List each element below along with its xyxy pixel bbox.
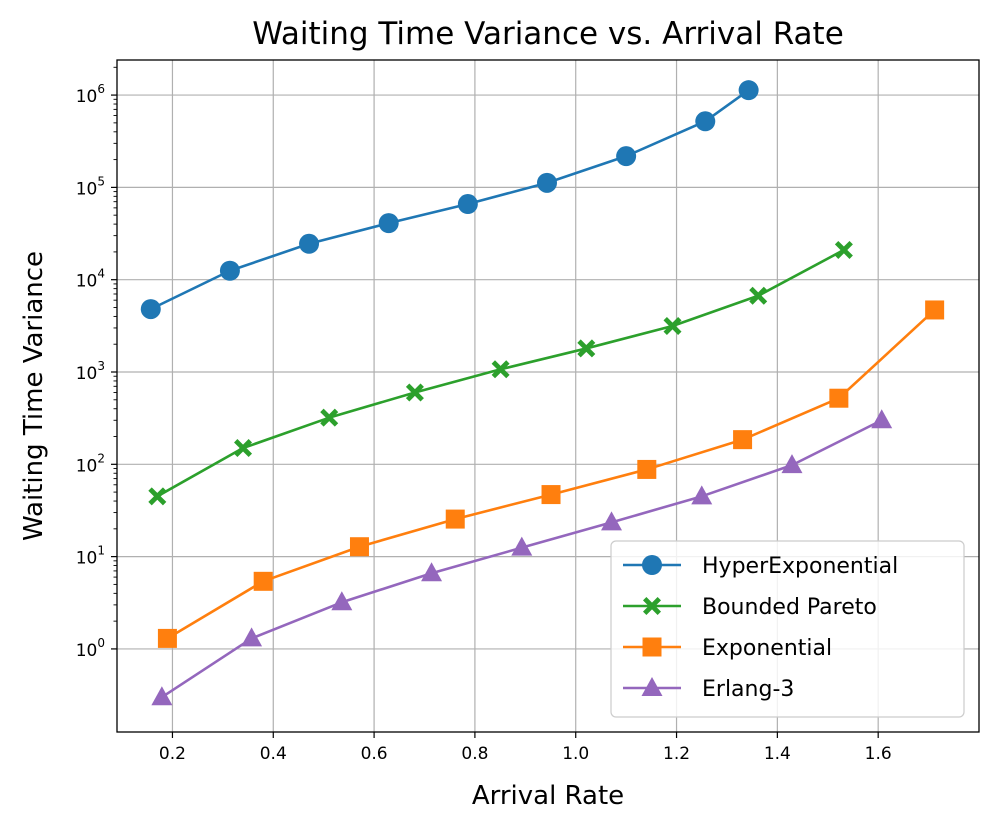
data-point [299,233,320,254]
legend-box [610,540,965,718]
data-point [749,286,768,305]
series-erlang-3 [151,409,893,706]
legend-marker [641,677,663,696]
y-tick-label: 106 [76,82,105,107]
data-point [157,628,177,648]
x-tick-label: 1.6 [865,744,892,764]
x-tick-label: 0.8 [461,744,488,764]
x-tick-label: 1.4 [764,744,791,764]
data-point [445,509,465,529]
legend: HyperExponential Bounded Pareto Exponentia… [610,540,965,718]
data-point [148,487,167,506]
data-point [536,172,557,193]
data-point [616,146,637,167]
data-point [234,439,253,458]
x-tick-label: 0.2 [159,744,186,764]
data-point [421,562,443,582]
y-tick-label: 101 [76,544,105,569]
series-hyperexponential [140,80,759,320]
data-point [925,300,945,320]
y-tick-label: 104 [76,267,105,292]
data-point [691,485,713,505]
legend-label: Exponential [702,636,832,661]
x-tick-label: 0.6 [361,744,388,764]
series-layer [140,80,945,706]
data-point [491,360,510,379]
data-point [241,627,263,647]
x-tick-label: 0.4 [260,744,287,764]
data-point [781,454,803,474]
data-point [331,591,353,611]
data-point [378,213,399,234]
data-point [405,383,424,402]
data-point [219,260,240,281]
data-point [140,299,161,320]
data-point [829,388,849,408]
data-point [695,111,716,132]
data-point [457,194,478,215]
chart-title: Waiting Time Variance vs. Arrival Rate [252,16,844,52]
legend-marker [642,555,662,575]
legend-marker [643,597,661,615]
legend-label: HyperExponential [702,554,898,579]
x-axis-label: Arrival Rate [472,781,624,811]
data-point [637,459,657,479]
y-tick-label: 102 [76,451,105,476]
series-bounded-pareto [148,240,853,506]
data-point [663,317,682,336]
legend-marker [642,637,662,657]
x-tick-label: 1.2 [663,744,690,764]
data-point [320,408,339,427]
x-tick-label: 1.0 [562,744,589,764]
series-line [150,89,750,311]
data-point [601,511,623,531]
series-exponential [157,300,945,648]
data-point [511,536,533,556]
y-tick-label: 100 [76,636,105,661]
data-point [577,339,596,358]
y-tick-label: 103 [76,359,105,384]
data-point [151,686,173,706]
data-point [738,80,759,101]
data-point [733,430,753,450]
legend-label: Erlang-3 [702,677,794,702]
legend-label: Bounded Pareto [702,595,877,620]
y-axis: 100 101 102 103 104 105 106 [76,66,117,661]
data-point [871,409,893,429]
data-point [834,240,853,259]
x-axis: 0.2 0.4 0.6 0.8 1.0 1.2 1.4 1.6 [159,732,892,764]
data-point [541,485,561,505]
series-line [156,248,845,498]
y-tick-label: 105 [76,174,105,199]
data-point [253,571,273,591]
y-axis-label: Waiting Time Variance [19,251,49,541]
plot-frame [116,59,980,733]
data-point [349,537,369,557]
